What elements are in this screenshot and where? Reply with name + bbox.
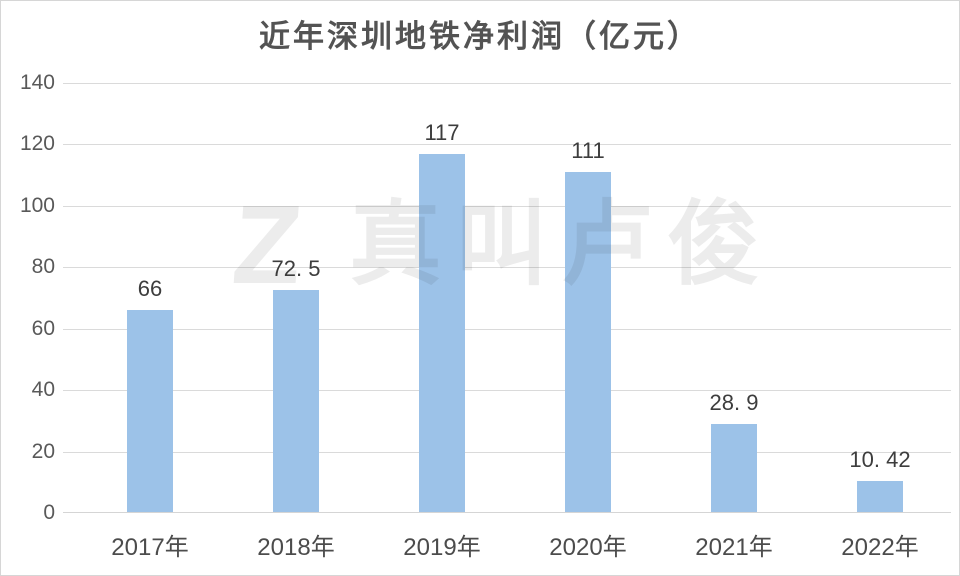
chart-title: 近年深圳地铁净利润（亿元） <box>259 19 701 54</box>
gridline <box>63 205 951 207</box>
gridline <box>63 390 951 392</box>
x-tick-label: 2021年 <box>695 534 773 561</box>
x-axis-labels: 2017年 2018年 2019年 2020年 2021年 2022年 <box>77 521 953 561</box>
bar-value-label: 66 <box>137 276 163 302</box>
y-axis: 0 20 40 60 80 100 120 140 <box>1 71 55 524</box>
y-tick-label: 40 <box>31 378 55 402</box>
bar-series: 66 72. 5 117 111 28. 9 10. 42 <box>77 83 953 513</box>
x-tick-label: 2017年 <box>111 534 189 561</box>
bar <box>419 153 465 513</box>
y-tick-label: 0 <box>43 501 55 524</box>
gridline <box>63 83 951 84</box>
bar <box>565 172 611 513</box>
gridline <box>63 328 951 330</box>
gridline <box>63 267 951 269</box>
bar <box>127 310 173 513</box>
bar-slot: 28. 9 <box>661 83 807 513</box>
bar-slot: 10. 42 <box>807 83 953 513</box>
bar-value-label: 117 <box>424 119 460 145</box>
y-tick-label: 140 <box>19 71 55 94</box>
bar <box>711 424 757 513</box>
gridline <box>63 451 951 453</box>
x-tick-label: 2020年 <box>549 534 627 561</box>
y-tick-label: 120 <box>19 132 55 156</box>
bar-slot: 111 <box>515 83 661 513</box>
bar-slot: 117 <box>369 83 515 513</box>
x-tick-label: 2022年 <box>841 534 919 561</box>
y-tick-label: 20 <box>31 439 55 463</box>
x-tick-label: 2018年 <box>257 534 335 561</box>
y-tick-label: 80 <box>31 255 55 279</box>
plot-area: 66 72. 5 117 111 28. 9 10. 42 <box>63 83 953 513</box>
x-axis-line <box>63 512 951 513</box>
x-tick-label: 2019年 <box>403 534 481 561</box>
bar <box>273 290 319 513</box>
bar-value-label: 10. 42 <box>849 447 911 472</box>
bar-value-label: 28. 9 <box>709 390 759 416</box>
bar-value-label: 111 <box>571 138 605 164</box>
y-tick-label: 60 <box>31 316 55 340</box>
y-tick-label: 100 <box>19 193 55 217</box>
bar-slot: 66 <box>77 83 223 513</box>
bar-slot: 72. 5 <box>223 83 369 513</box>
bar-value-label: 72. 5 <box>271 256 321 282</box>
gridline <box>63 144 951 146</box>
bar <box>857 481 903 513</box>
